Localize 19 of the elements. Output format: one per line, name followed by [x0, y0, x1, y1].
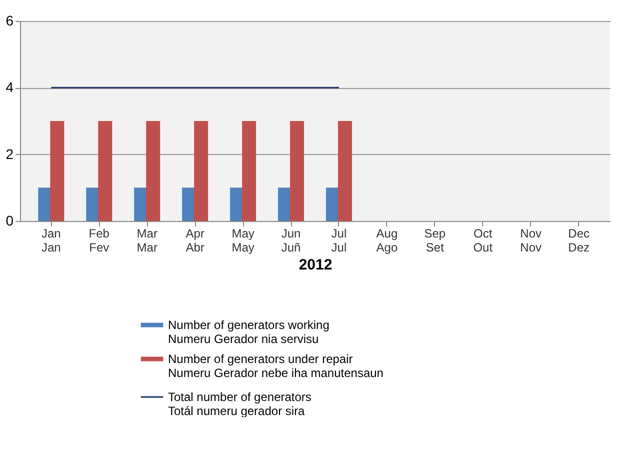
x-tick-label: May May — [232, 226, 254, 254]
x-tick-label: Oct Out — [473, 226, 494, 254]
x-tick-label: Dec Dez — [568, 226, 590, 254]
x-tick-label: Apr Abr — [186, 226, 204, 254]
x-tick-label: Sep Set — [424, 226, 446, 254]
y-tick-label: 6 — [6, 12, 14, 28]
x-tick-label: Jun Juñ — [281, 226, 301, 254]
x-tick-label: Mar Mar — [136, 226, 158, 254]
y-tick-label: 2 — [6, 146, 14, 162]
legend-label: Number of generators under repair Numeru Gerador nebe iha manutensaun — [168, 352, 384, 380]
x-tick-label: Jan Jan — [42, 226, 61, 254]
y-tick-label: 0 — [6, 212, 14, 228]
x-tick-label: Aug Ago — [376, 226, 398, 254]
y-tick-label: 4 — [6, 79, 14, 96]
x-tick-label: Feb Fev — [88, 226, 110, 254]
x-tick-label: Nov Nov — [520, 226, 542, 254]
legend-label: Number of generators working Numeru Gerador nia servisu — [168, 318, 330, 346]
x-tick-label: Jul Jul — [331, 226, 347, 254]
x-axis-title: 2012 — [298, 256, 332, 274]
